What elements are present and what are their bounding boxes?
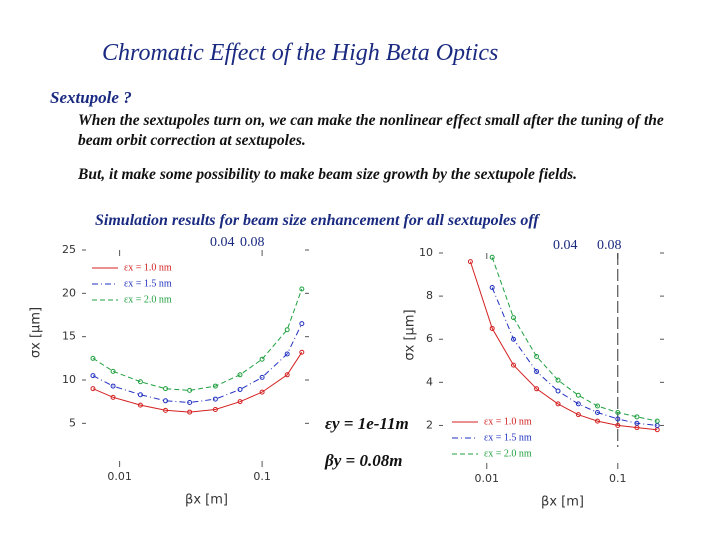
y-tick-label: 6: [426, 332, 433, 345]
point: [299, 286, 305, 292]
legend-label: εx = 1.0 nm: [484, 416, 532, 427]
point: [555, 388, 561, 394]
series-line: [92, 288, 303, 391]
series-line: [469, 261, 658, 431]
point: [615, 410, 621, 416]
series-line: [92, 323, 303, 404]
point: [634, 414, 640, 420]
annotation: 0.08: [240, 235, 265, 250]
legend-label: εx = 1.0 nm: [124, 262, 172, 273]
point: [594, 410, 600, 416]
point: [467, 259, 473, 265]
point: [212, 406, 218, 412]
point: [575, 392, 581, 398]
legend-label: εx = 1.5 nm: [484, 432, 532, 443]
point: [654, 422, 660, 428]
y-tick-label: 20: [62, 286, 76, 299]
point: [299, 321, 305, 327]
legend-label: εx = 2.0 nm: [484, 448, 532, 459]
x-axis-label: βx [m]: [185, 493, 228, 508]
point: [615, 422, 621, 428]
point: [237, 399, 243, 405]
point: [110, 383, 116, 389]
series-line: [491, 257, 658, 422]
y-axis-label: σx [μm]: [403, 309, 418, 360]
paragraph: When the sextupoles turn on, we can make…: [78, 112, 664, 149]
legend-label: εx = 1.5 nm: [124, 278, 172, 289]
point: [634, 420, 640, 426]
point: [594, 418, 600, 424]
y-tick-label: 10: [419, 246, 433, 259]
point: [284, 372, 290, 378]
y-tick-label: 5: [69, 416, 76, 429]
point: [511, 362, 517, 368]
point: [259, 356, 265, 362]
point: [489, 254, 495, 260]
y-tick-label: 15: [62, 330, 76, 343]
x-tick-label: 0.1: [609, 472, 627, 485]
heading: Sextupole ?: [50, 88, 132, 107]
point: [615, 416, 621, 422]
point: [654, 418, 660, 424]
point: [489, 284, 495, 290]
point: [90, 373, 96, 379]
point: [575, 412, 581, 418]
y-tick-label: 4: [426, 375, 433, 388]
annotation: 0.04: [553, 238, 578, 253]
point: [110, 368, 116, 374]
series-line: [491, 287, 658, 426]
legend-label: εx = 2.0 nm: [124, 294, 172, 305]
point: [212, 396, 218, 402]
point: [534, 353, 540, 359]
point: [511, 315, 517, 321]
point: [163, 398, 169, 404]
y-tick-label: 10: [62, 373, 76, 386]
point: [575, 401, 581, 407]
point: [187, 400, 193, 406]
point: [137, 379, 143, 385]
point: [90, 355, 96, 361]
point: [163, 386, 169, 392]
point: [594, 403, 600, 409]
x-axis-label: βx [m]: [541, 495, 584, 510]
point: [284, 351, 290, 357]
point: [163, 407, 169, 413]
point: [137, 402, 143, 408]
series-line: [92, 352, 303, 413]
point: [259, 374, 265, 380]
x-tick-label: 0.01: [107, 470, 132, 483]
annotation: 0.04: [210, 235, 235, 250]
point: [534, 386, 540, 392]
point: [555, 377, 561, 383]
annotation: εy = 1e-11m: [325, 414, 409, 433]
annotation: βy = 0.08m: [324, 451, 402, 470]
caption: Simulation results for beam size enhance…: [95, 212, 539, 229]
point: [110, 394, 116, 400]
point: [90, 386, 96, 392]
point: [237, 372, 243, 378]
point: [284, 327, 290, 333]
x-tick-label: 0.01: [475, 472, 500, 485]
slide-title: Chromatic Effect of the High Beta Optics: [102, 40, 499, 66]
x-tick-label: 0.1: [253, 470, 271, 483]
y-axis-label: σx [μm]: [29, 307, 44, 358]
point: [137, 392, 143, 398]
point: [489, 325, 495, 331]
point: [187, 409, 193, 415]
point: [237, 387, 243, 393]
y-tick-label: 8: [426, 289, 433, 302]
point: [212, 383, 218, 389]
point: [534, 369, 540, 375]
paragraph: But, it make some possibility to make be…: [78, 166, 578, 183]
point: [555, 401, 561, 407]
point: [511, 336, 517, 342]
annotation: 0.08: [597, 238, 622, 253]
point: [299, 349, 305, 355]
point: [259, 389, 265, 395]
y-tick-label: 25: [62, 243, 76, 256]
point: [187, 387, 193, 393]
y-tick-label: 2: [426, 418, 433, 431]
